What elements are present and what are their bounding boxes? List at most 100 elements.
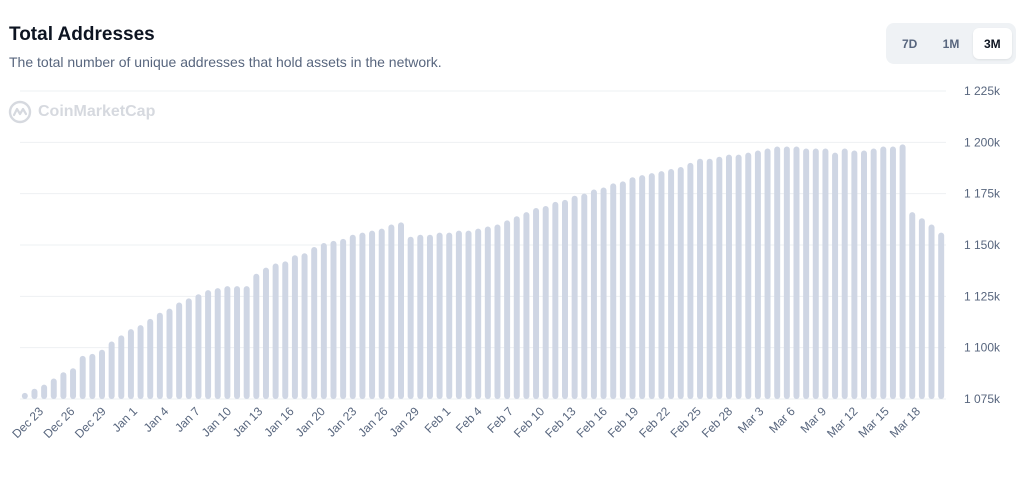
bar[interactable]: [108, 341, 115, 399]
bar[interactable]: [793, 146, 800, 399]
bar[interactable]: [841, 148, 848, 399]
bar[interactable]: [552, 201, 559, 399]
bar[interactable]: [60, 372, 67, 399]
bar[interactable]: [407, 236, 414, 399]
bar[interactable]: [803, 148, 810, 399]
bar[interactable]: [388, 224, 395, 399]
bar[interactable]: [735, 154, 742, 399]
bar[interactable]: [147, 318, 154, 399]
bar[interactable]: [31, 388, 38, 399]
bar[interactable]: [465, 230, 472, 399]
bar[interactable]: [725, 154, 732, 399]
bar[interactable]: [156, 312, 163, 399]
bar[interactable]: [398, 222, 405, 399]
bar[interactable]: [822, 148, 829, 399]
bar[interactable]: [697, 158, 704, 399]
bar[interactable]: [21, 392, 28, 399]
bar[interactable]: [50, 378, 57, 399]
bar[interactable]: [783, 146, 790, 399]
bar[interactable]: [446, 232, 453, 399]
bar[interactable]: [282, 261, 289, 399]
bar[interactable]: [832, 152, 839, 399]
bar[interactable]: [349, 234, 356, 399]
bar[interactable]: [619, 181, 626, 399]
bar[interactable]: [870, 148, 877, 399]
bar[interactable]: [185, 298, 192, 399]
bar[interactable]: [648, 173, 655, 399]
bar[interactable]: [629, 177, 636, 399]
bar[interactable]: [311, 247, 318, 399]
bar[interactable]: [542, 205, 549, 399]
bar[interactable]: [561, 199, 568, 399]
bar[interactable]: [70, 368, 77, 399]
bar[interactable]: [928, 224, 935, 399]
bar[interactable]: [590, 189, 597, 399]
bar[interactable]: [880, 146, 887, 399]
range-3m-button[interactable]: 3M: [972, 28, 1012, 59]
bar[interactable]: [118, 335, 125, 399]
bar[interactable]: [426, 234, 433, 399]
bar[interactable]: [166, 308, 173, 399]
bar[interactable]: [484, 226, 491, 399]
bar[interactable]: [455, 230, 462, 399]
bar[interactable]: [716, 156, 723, 399]
bar[interactable]: [330, 240, 337, 399]
bar[interactable]: [687, 162, 694, 399]
bar[interactable]: [938, 232, 945, 399]
bar[interactable]: [98, 349, 105, 399]
bar[interactable]: [320, 242, 327, 399]
bar[interactable]: [494, 224, 501, 399]
bar[interactable]: [417, 234, 424, 399]
bar[interactable]: [41, 384, 48, 399]
bar[interactable]: [301, 253, 308, 399]
bar[interactable]: [754, 150, 761, 399]
bar[interactable]: [214, 288, 221, 399]
bar[interactable]: [369, 230, 376, 399]
bar[interactable]: [272, 263, 279, 399]
bar[interactable]: [176, 302, 183, 399]
bar[interactable]: [195, 294, 202, 399]
bar[interactable]: [89, 353, 96, 399]
bar[interactable]: [774, 146, 781, 399]
bar[interactable]: [677, 166, 684, 399]
bar[interactable]: [340, 238, 347, 399]
bar[interactable]: [909, 212, 916, 399]
bar[interactable]: [127, 329, 134, 399]
bar[interactable]: [812, 148, 819, 399]
bar[interactable]: [889, 146, 896, 399]
bar[interactable]: [205, 290, 212, 399]
bar[interactable]: [668, 169, 675, 399]
bar[interactable]: [378, 228, 385, 399]
range-7d-button[interactable]: 7D: [901, 36, 918, 51]
bar[interactable]: [513, 216, 520, 399]
bar[interactable]: [639, 175, 646, 399]
bar[interactable]: [475, 228, 482, 399]
bar[interactable]: [581, 193, 588, 399]
bar[interactable]: [79, 355, 86, 399]
bar[interactable]: [523, 212, 530, 399]
bar[interactable]: [533, 208, 540, 399]
bar[interactable]: [436, 232, 443, 399]
bar[interactable]: [262, 267, 269, 399]
bar[interactable]: [243, 286, 250, 399]
bar[interactable]: [851, 150, 858, 399]
bar[interactable]: [137, 325, 144, 399]
bar[interactable]: [253, 273, 260, 399]
bar[interactable]: [745, 152, 752, 399]
bar[interactable]: [861, 150, 868, 399]
bar[interactable]: [571, 195, 578, 399]
bar[interactable]: [600, 187, 607, 399]
bar[interactable]: [706, 158, 713, 399]
bar[interactable]: [224, 286, 231, 399]
bar[interactable]: [291, 255, 298, 399]
bar[interactable]: [359, 232, 366, 399]
bar[interactable]: [234, 286, 241, 399]
bar[interactable]: [610, 183, 617, 399]
bar[interactable]: [918, 218, 925, 399]
bar[interactable]: [504, 220, 511, 399]
range-1m-button[interactable]: 1M: [942, 36, 960, 51]
bar[interactable]: [658, 171, 665, 399]
bar[interactable]: [764, 148, 771, 399]
bar[interactable]: [899, 144, 906, 399]
